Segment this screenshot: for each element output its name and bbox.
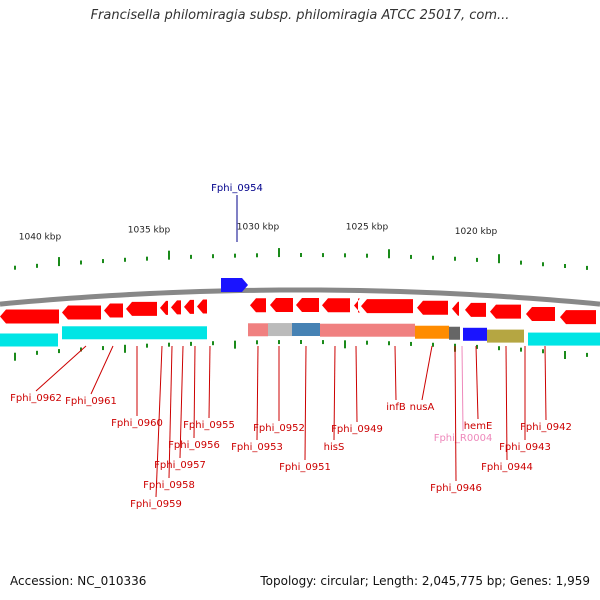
label-connector [461,345,464,432]
map-title: Francisella philomiragia subsp. philomir… [90,8,510,23]
label-connector [355,345,358,423]
gene-reverse [526,307,555,322]
gene-label: hemE [464,421,493,432]
label-connector [35,345,87,392]
gene-reverse [160,300,168,315]
gene-label: Fphi_0959 [130,499,182,510]
label-connector [505,345,508,461]
label-connector [454,345,457,482]
gene-forward-Fphi_0954 [221,278,248,292]
feature-block [248,323,268,337]
scale-label: 1020 kbp [455,227,498,237]
gene-reverse [104,303,123,318]
label-connector [475,345,479,420]
gene-label: Fphi_0962 [10,393,62,404]
label-connector [168,345,173,479]
gene-label: Fphi_0955 [183,420,235,431]
topology-label: Topology: circular; Length: 2,045,775 bp… [260,574,590,588]
label-connector [193,345,196,439]
gene-reverse [560,310,596,325]
label-connector [256,345,259,441]
gene-reverse [354,298,360,313]
backbone [0,287,600,307]
label-connector [208,345,211,419]
cds-segment [528,332,600,346]
gene-label: Fphi_0956 [168,440,220,451]
gene-reverse [417,300,448,315]
gene-label: Fphi_0952 [253,423,305,434]
gene-label: Fphi_0951 [279,462,331,473]
gene-label: Fphi_0954 [211,183,263,194]
gene-label: nusA [410,402,435,413]
label-connector [155,345,163,498]
label-connector [544,345,547,421]
gene-reverse [452,301,459,316]
gene-reverse [465,302,486,317]
label-connector [394,345,397,401]
feature-block [463,327,487,341]
gene-reverse [361,299,413,314]
scale-label: 1025 kbp [346,223,389,233]
label-connector [304,345,307,461]
feature-block [487,329,524,343]
gene-reverse [184,299,194,314]
gene-label: Fphi_0943 [499,442,551,453]
gene-label: Fphi_0953 [231,442,283,453]
gene-label: Fphi_0958 [143,480,195,491]
feature-block [268,323,292,337]
label-connector [421,345,433,401]
gene-label: Fphi_0949 [331,424,383,435]
gene-label: Fphi_0944 [481,462,533,473]
accession-label: Accession: NC_010336 [10,574,147,588]
label-connector [179,345,184,459]
cds-segment [0,333,58,347]
gene-label: Fphi_0961 [65,396,117,407]
gene-label: hisS [324,442,345,453]
label-connector [90,345,114,395]
gene-reverse [62,305,101,320]
feature-block [415,325,449,339]
gene-label: Fphi_R0004 [434,433,493,444]
gene-reverse [322,298,350,313]
gene-reverse [171,300,181,315]
gene-reverse [126,301,157,316]
gene-label: Fphi_0942 [520,422,572,433]
gene-reverse [197,299,207,314]
gene-reverse [490,304,521,319]
scale-label: 1030 kbp [237,222,280,232]
feature-block [320,323,415,337]
gene-label: Fphi_0960 [111,418,163,429]
gene-label: Fphi_0946 [430,483,482,494]
gene-reverse [296,298,319,313]
label-connector [333,345,336,441]
scale-label: 1040 kbp [19,233,62,243]
cds-segment [62,326,207,340]
gene-reverse [270,298,293,313]
gene-reverse [250,298,266,313]
gene-label: infB [386,402,406,413]
gene-reverse [0,309,59,324]
gene-label: Fphi_0957 [154,460,206,471]
scale-label: 1035 kbp [128,226,171,236]
feature-block [292,323,320,337]
feature-block [449,326,460,340]
